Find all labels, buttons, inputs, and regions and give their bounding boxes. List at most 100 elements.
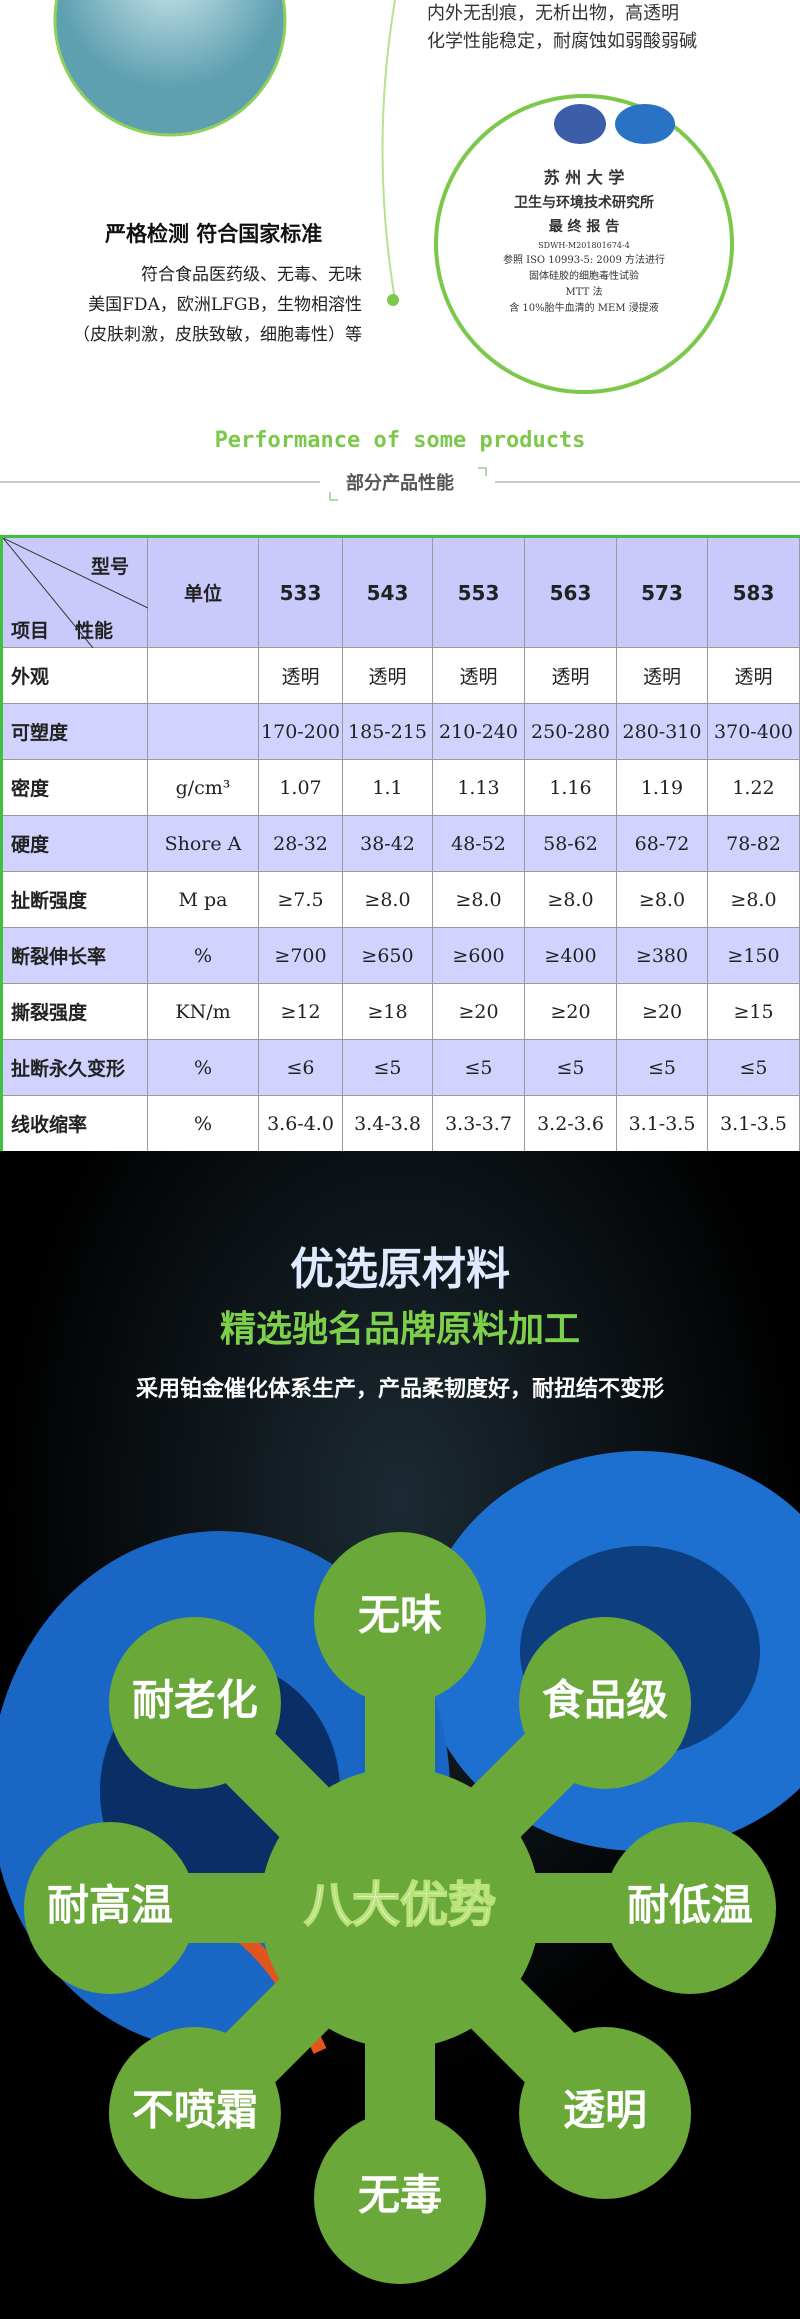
body-line: 符合食品医药级、无毒、无味 [141,265,362,285]
row-label: 线收缩率 [3,1096,148,1152]
value: ≥8.0 [617,872,708,928]
row-label: 撕裂强度 [3,984,148,1040]
bracket [329,467,487,501]
certificate-text: 苏 州 大 学卫生与环境技术研究所最 终 报 告 SDWH-M201801674-… [450,165,718,317]
value: 280-310 [617,704,708,760]
flower [24,1532,776,2284]
petal [108,1616,281,1789]
model-header: 573 [617,538,708,648]
value: ≥8.0 [708,872,800,928]
value: 3.6-4.0 [259,1096,343,1152]
value: ≤5 [525,1040,617,1096]
corner-middle: 性能 [75,620,114,642]
corner-cell: 型号性能 项目 [3,538,148,648]
corner-bottom: 项目 [11,620,50,642]
value: 透明 [343,648,433,704]
value: ≥8.0 [525,872,617,928]
petal-label: 不喷霜 [132,2086,258,2135]
top-art [0,0,800,501]
feature-line: 内外无刮痕，无析出物，高透明 [427,3,679,24]
body-text: 符合食品医药级、无毒、无味美国FDA，欧洲LFGB，生物相溶性 （皮肤刺激，皮肤致… [0,260,362,350]
value: 3.1-3.5 [708,1096,800,1152]
petal [314,2112,486,2284]
value: 170-200 [259,704,343,760]
flower-center [260,1768,540,2048]
value: ≥18 [343,984,433,1040]
petal [519,1616,692,1789]
value: 1.19 [617,760,708,816]
heading: 严格检测 符合国家标准 [105,222,323,246]
petal-label: 食品级 [542,1675,668,1724]
value: 370-400 [708,704,800,760]
row-label: 断裂伸长率 [3,928,148,984]
petal [604,1822,776,1994]
value: 1.1 [343,760,433,816]
petal [519,2027,692,2200]
certificate-line: 卫生与环境技术研究所 [514,195,654,211]
unit: % [148,1040,259,1096]
body-line: （皮肤刺激，皮肤致敏，细胞毒性）等 [73,325,362,345]
petal-label: 无味 [358,1591,442,1640]
model-header: 533 [259,538,343,648]
unit [148,704,259,760]
unit [148,648,259,704]
certificate-line: 含 10%胎牛血清的 MEM 浸提液 [509,303,659,314]
row-label: 可塑度 [3,704,148,760]
value: 透明 [708,648,800,704]
value: 28-32 [259,816,343,872]
value: ≥150 [708,928,800,984]
corner-top: 型号 [90,556,129,578]
title-cn: 部分产品性能 [346,473,454,494]
value: ≥380 [617,928,708,984]
diagonal [3,538,148,648]
value: 210-240 [433,704,525,760]
value: ≥700 [259,928,343,984]
value: 3.1-3.5 [617,1096,708,1152]
value: ≥8.0 [433,872,525,928]
unit: KN/m [148,984,259,1040]
value: ≥7.5 [259,872,343,928]
certificate-line: MTT 法 [565,287,603,298]
model-header: 553 [433,538,525,648]
certificate-line: 固体硅胶的细胞毒性试验 [529,271,639,282]
logo [615,104,675,144]
material-description: 采用铂金催化体系生产，产品柔韧度好，耐扭结不变形 [136,1376,664,1402]
value: 3.3-3.7 [433,1096,525,1152]
material-title: 优选原材料 [290,1244,510,1295]
value: 3.2-3.6 [525,1096,617,1152]
value: 48-52 [433,816,525,872]
model-header: 563 [525,538,617,648]
value: ≤5 [617,1040,708,1096]
value: 58-62 [525,816,617,872]
row-label: 扯断强度 [3,872,148,928]
model-header: 583 [708,538,800,648]
certificate-line: 最 终 报 告 [548,219,620,235]
value: 78-82 [708,816,800,872]
certificate-line: SDWH-M201801674-4 [538,241,630,250]
value: ≥600 [433,928,525,984]
logo [554,104,606,144]
row-label: 扯断永久变形 [3,1040,148,1096]
model-header: 543 [343,538,433,648]
value: ≥8.0 [343,872,433,928]
unit: M pa [148,872,259,928]
value: 185-215 [343,704,433,760]
value: 1.22 [708,760,800,816]
unit: g/cm³ [148,760,259,816]
value: 1.13 [433,760,525,816]
body-line: 美国FDA，欧洲LFGB，生物相溶性 [88,295,362,315]
petal-label: 耐低温 [627,1881,753,1930]
petal-label: 无毒 [358,2171,442,2220]
value: ≤6 [259,1040,343,1096]
value: 3.4-3.8 [343,1096,433,1152]
value: ≥20 [525,984,617,1040]
top-section: 内外无刮痕，无析出物，高透明 化学性能稳定，耐腐蚀如弱酸弱碱 严格检测 符合国家标… [0,0,800,520]
value: ≥12 [259,984,343,1040]
feature-line: 化学性能稳定，耐腐蚀如弱酸弱碱 [427,31,697,52]
row-label: 外观 [3,648,148,704]
connector [381,0,396,301]
value: 1.07 [259,760,343,816]
petal [314,1532,486,1704]
value: 250-280 [525,704,617,760]
